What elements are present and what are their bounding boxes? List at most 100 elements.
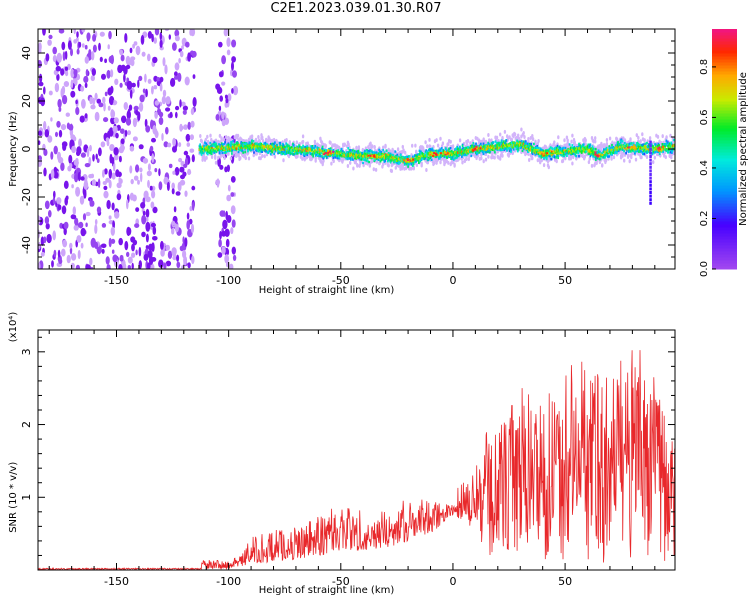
spectrogram-cell [599, 157, 602, 160]
spectrogram-cell [201, 157, 204, 162]
spectrogram-cell [218, 239, 222, 248]
spectrogram-cell [99, 56, 103, 63]
spectrogram-cell [520, 127, 523, 132]
spectrogram-cell [415, 163, 419, 167]
spectrogram-cell [130, 59, 135, 67]
spectrogram-cell [278, 149, 281, 153]
spectrogram-cell [639, 139, 642, 144]
spectrogram-cell [182, 171, 187, 177]
spectrogram-cell [84, 163, 91, 168]
spectrogram-cell [141, 214, 147, 225]
spectrogram-cell [92, 97, 96, 106]
spectrogram-cell [145, 125, 151, 133]
spectrogram-cell [357, 151, 360, 154]
spectrogram-cell [168, 163, 173, 169]
spectrogram-cell [608, 145, 611, 148]
spectrogram-cell [635, 133, 638, 138]
spectrogram-cell [218, 133, 222, 138]
spectrogram-cell [288, 140, 291, 145]
spectrogram-cell [498, 148, 501, 151]
spectrogram-cell [408, 155, 411, 158]
spectrogram-cell [397, 162, 400, 165]
spectrogram-cell [362, 157, 365, 161]
spectrogram-cell [510, 148, 512, 152]
spectrogram-cell [527, 142, 529, 145]
spectrogram-cell [127, 256, 133, 264]
spectrogram-cell [282, 152, 284, 155]
spectrogram-cell [528, 158, 531, 162]
spectrogram-cell [86, 32, 91, 41]
spectrogram-cell [365, 159, 368, 162]
spectrogram-cell [577, 150, 580, 153]
spectrogram-cell [176, 254, 180, 262]
spectrogram-cell [354, 151, 356, 154]
spectrogram-cell [362, 163, 365, 168]
spectrogram-cell [181, 45, 184, 50]
spectrogram-cell [205, 142, 208, 145]
spectrogram-cell [205, 146, 208, 149]
spectrogram-cell [514, 142, 517, 145]
spectrogram-cell [411, 143, 414, 148]
spectrogram-cell [78, 41, 82, 48]
spectrogram-cell [362, 161, 364, 165]
spectrogram-cell [215, 114, 220, 121]
spectrogram-cell [411, 155, 414, 158]
spectrogram-cell [92, 154, 95, 162]
spectrogram-cell [321, 147, 324, 150]
spectrogram-cell [121, 115, 127, 124]
spectrogram-cell [101, 248, 105, 254]
spectrogram-cell [149, 145, 154, 152]
spectrogram-cell [217, 252, 223, 258]
spectrogram-cell [103, 102, 106, 112]
spectrogram-cell [505, 139, 508, 142]
spectrogram-cell [172, 137, 177, 147]
spectrogram-cell [413, 160, 416, 164]
spectrogram-cell [441, 141, 445, 146]
spectrogram-cell [591, 145, 594, 148]
spectrogram-cell [106, 140, 110, 147]
spectrogram-cell [295, 140, 298, 145]
spectrogram-cell [306, 149, 309, 152]
spectrogram-cell [81, 29, 86, 33]
spectrogram-cell [378, 150, 381, 153]
spectrogram-cell [106, 264, 111, 269]
spectrogram-cell [47, 135, 53, 143]
spectrogram-cell [447, 142, 450, 147]
spectrogram-cell [187, 262, 191, 269]
spectrogram-cell [360, 156, 362, 159]
spectrogram-cell [39, 73, 43, 84]
spectrogram-cell [424, 157, 427, 160]
spectrogram-cell [125, 64, 131, 70]
spectrogram-cell [138, 144, 144, 150]
spectrogram-cell [165, 107, 171, 112]
spectrogram-cell [214, 147, 216, 151]
spectrogram-cell [226, 37, 231, 48]
spectrogram-cell [120, 54, 125, 62]
spectrogram-cell [57, 249, 61, 258]
spectrogram-cell [230, 154, 235, 164]
spectrogram-cell [319, 152, 321, 156]
spectrogram-cell [461, 153, 463, 156]
spectrogram-cell [456, 155, 459, 159]
spectrogram-cell [340, 148, 343, 151]
chart-title: C2E1.2023.039.01.30.R07 [270, 1, 442, 16]
spectrogram-cell [239, 143, 241, 146]
spectrogram-cell [251, 142, 253, 145]
spectrogram-cell [141, 51, 146, 57]
spectrogram-cell [271, 142, 274, 145]
spectrogram-cell [605, 138, 609, 142]
spectrogram-cell [230, 227, 234, 235]
spectrogram-cell [80, 85, 85, 92]
spectrogram-cell [409, 161, 412, 164]
spectrogram-cell [255, 145, 257, 148]
spectrogram-cell [309, 150, 312, 154]
spectrogram-cell [72, 206, 77, 216]
spectrogram-cell [142, 88, 146, 94]
spectrogram-cell [384, 144, 387, 149]
spectrogram-cell [232, 254, 237, 261]
spectrogram-cell [392, 154, 395, 157]
spectrogram-cell [573, 150, 576, 153]
spectrogram-cell [151, 85, 154, 95]
spectrogram-cell [459, 145, 461, 148]
spectrogram-cell [137, 179, 140, 185]
